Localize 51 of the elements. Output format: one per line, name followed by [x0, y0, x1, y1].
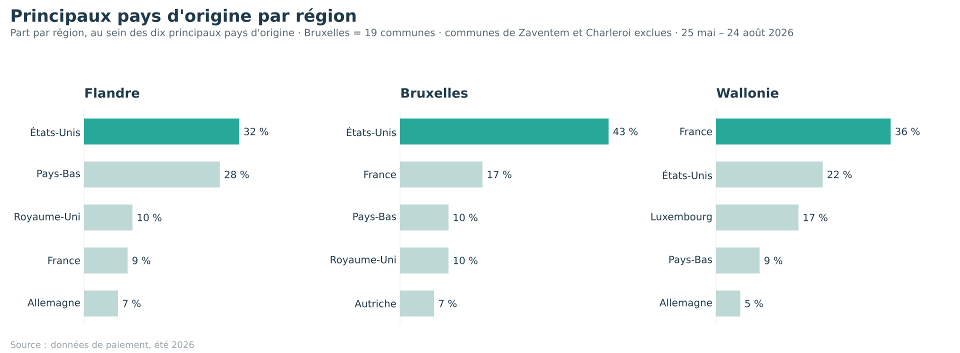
chart-title: Bruxelles	[401, 88, 468, 98]
y-tick-label: Royaume-Uni	[14, 212, 80, 222]
y-tick-label: France	[680, 128, 712, 136]
bar	[716, 162, 823, 188]
data-label: 17 %	[488, 170, 512, 178]
y-tick-label: Pays-Bas	[37, 170, 80, 180]
data-label: 43 %	[613, 128, 638, 136]
y-tick-label: Royaume-Uni	[330, 256, 396, 266]
data-label: 10 %	[138, 214, 162, 222]
data-label: 7 %	[122, 300, 141, 308]
bar	[400, 162, 482, 188]
y-tick-label: Autriche	[354, 300, 396, 308]
data-label: 32 %	[244, 128, 268, 136]
bar	[716, 118, 891, 145]
data-label: 9 %	[764, 256, 782, 264]
data-label: 9 %	[132, 256, 150, 264]
data-label: 5 %	[745, 300, 763, 308]
bar	[84, 248, 128, 274]
y-tick-label: France	[364, 170, 396, 178]
y-tick-label: États-Unis	[30, 126, 80, 136]
text: Part par région, au sein des dix principaux pays d'origine · Bruxelles = 19 communes · communes de Zaventem et Charleroi exclues · 25 mai – 24 août 2026	[11, 28, 794, 38]
y-tick-label: États-Unis	[662, 170, 712, 180]
bar	[400, 290, 434, 317]
source-note: Source : données de paiement, été 2026	[10, 340, 194, 350]
bar	[400, 248, 449, 274]
y-tick-label: États-Unis	[346, 126, 396, 136]
bar	[716, 290, 740, 317]
y-tick-label: France	[48, 256, 80, 264]
y-tick-label: Allemagne	[660, 298, 712, 308]
y-tick-label: Luxembourg	[651, 212, 712, 222]
bar	[716, 204, 798, 231]
data-label: 17 %	[804, 214, 828, 222]
data-label: 7 %	[438, 300, 457, 308]
data-label: 22 %	[828, 170, 852, 178]
data-label: 10 %	[454, 214, 478, 222]
bar	[84, 118, 240, 145]
data-label: 10 %	[454, 256, 478, 264]
data-label: 28 %	[224, 170, 249, 178]
text: Principaux pays d'origine par région	[12, 8, 356, 26]
bar	[400, 118, 609, 145]
y-tick-label: Allemagne	[28, 298, 80, 308]
chart-title: Wallonie	[716, 88, 778, 98]
bar	[400, 204, 449, 231]
bar	[716, 248, 760, 274]
chart-title: Flandre	[85, 88, 140, 98]
data-label: 36 %	[896, 128, 920, 136]
y-tick-label: Pays-Bas	[669, 256, 712, 266]
bar	[84, 162, 220, 188]
bar	[84, 290, 118, 317]
y-tick-label: Pays-Bas	[353, 212, 396, 222]
bar	[84, 204, 133, 231]
